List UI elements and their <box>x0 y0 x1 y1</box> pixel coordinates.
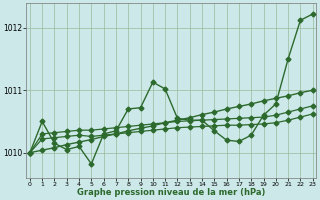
X-axis label: Graphe pression niveau de la mer (hPa): Graphe pression niveau de la mer (hPa) <box>77 188 266 197</box>
